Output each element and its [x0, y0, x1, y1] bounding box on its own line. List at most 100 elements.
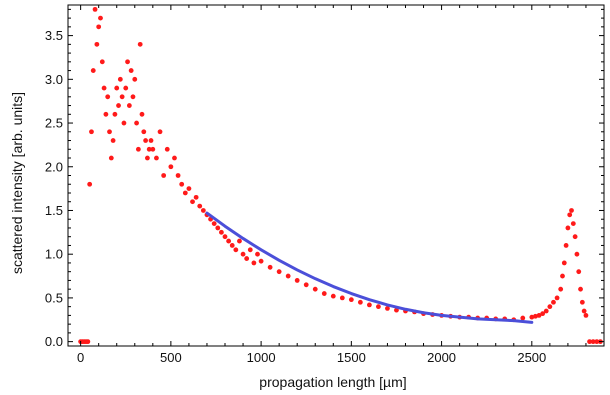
x-tick-label: 1500: [337, 350, 366, 365]
data-point: [563, 243, 569, 248]
data-point: [99, 59, 105, 65]
data-point: [164, 146, 170, 152]
data-point: [114, 85, 120, 91]
x-tick-label: 2500: [517, 350, 546, 365]
data-point: [247, 247, 253, 253]
data-point: [394, 307, 399, 313]
data-point: [112, 111, 118, 117]
data-point: [240, 251, 246, 257]
data-point: [276, 269, 282, 275]
data-point: [154, 155, 159, 161]
data-point: [135, 146, 141, 152]
data-point: [190, 199, 195, 205]
data-point: [587, 339, 592, 345]
data-point: [132, 76, 138, 82]
data-point: [565, 225, 571, 231]
data-point: [533, 313, 538, 319]
y-tick-label: 3.5: [45, 28, 63, 43]
y-tick-label: 2.5: [45, 116, 63, 131]
data-point: [215, 225, 221, 231]
data-point: [108, 155, 114, 161]
data-point: [560, 273, 565, 279]
data-point: [119, 94, 125, 100]
data-point: [520, 315, 526, 321]
data-point: [233, 247, 239, 253]
data-point: [339, 295, 345, 301]
data-point: [172, 155, 177, 161]
data-point: [92, 6, 98, 12]
y-tick-label: 2.0: [45, 159, 63, 174]
x-axis-ticks: 0 500 1000 1500 2000 2500: [77, 5, 605, 365]
data-point: [267, 264, 273, 270]
data-point: [583, 312, 589, 318]
data-point: [121, 120, 127, 126]
data-point: [303, 282, 309, 288]
data-point: [211, 221, 217, 226]
x-tick-label: 2000: [427, 350, 456, 365]
data-point: [98, 15, 103, 21]
data-point: [581, 308, 587, 314]
data-point: [116, 103, 121, 108]
data-point: [570, 221, 576, 226]
data-point: [143, 138, 149, 143]
y-tick-label: 1.0: [45, 247, 63, 262]
data-point: [123, 85, 129, 91]
data-point: [117, 76, 123, 82]
data-point: [105, 94, 111, 100]
data-point: [543, 308, 549, 314]
data-point: [179, 181, 185, 187]
data-point: [197, 203, 203, 209]
data-point: [145, 155, 150, 161]
data-point: [529, 314, 535, 320]
data-point: [186, 186, 192, 192]
data-point: [385, 306, 390, 311]
data-point: [193, 194, 199, 200]
data-point: [255, 251, 260, 257]
data-point: [294, 278, 300, 283]
data-point: [94, 41, 100, 47]
data-point: [366, 302, 372, 308]
y-axis-title: scattered intensity [arb. units]: [9, 92, 25, 274]
data-point: [551, 299, 556, 305]
data-point: [200, 208, 206, 213]
data-point: [567, 212, 573, 218]
data-point: [130, 94, 136, 100]
y-tick-label: 3.0: [45, 72, 63, 87]
y-tick-label: 0.5: [45, 290, 63, 305]
plot-frame: [67, 4, 605, 347]
data-point: [168, 164, 174, 170]
data-point: [219, 229, 224, 235]
data-point: [578, 286, 583, 292]
data-point: [576, 269, 582, 275]
data-point: [139, 111, 145, 117]
data-point: [376, 304, 381, 310]
data-point: [572, 234, 578, 240]
data-point: [312, 286, 318, 292]
data-point: [110, 138, 116, 143]
data-point: [569, 208, 574, 213]
data-point: [222, 234, 228, 240]
data-point: [126, 103, 132, 108]
data-point: [226, 238, 232, 244]
data-point: [89, 129, 94, 135]
plot-area: [67, 4, 605, 347]
data-point: [157, 129, 163, 135]
data-point: [348, 297, 354, 303]
data-point: [229, 243, 235, 248]
data-point: [146, 146, 152, 152]
data-point: [103, 111, 109, 117]
data-point: [357, 299, 363, 305]
data-point: [150, 146, 156, 152]
data-point: [237, 238, 242, 244]
data-point: [547, 304, 553, 310]
data-point: [161, 173, 167, 178]
data-point: [107, 129, 112, 135]
y-axis-ticks: 0.0 0.5 1.0 1.5 2.0 2.5 3.0 3.5: [45, 8, 604, 349]
data-point: [90, 68, 96, 73]
x-tick-label: 1000: [247, 350, 276, 365]
data-point: [244, 256, 250, 261]
data-point: [579, 299, 585, 305]
data-point: [258, 258, 264, 264]
x-tick-label: 0: [77, 350, 84, 365]
